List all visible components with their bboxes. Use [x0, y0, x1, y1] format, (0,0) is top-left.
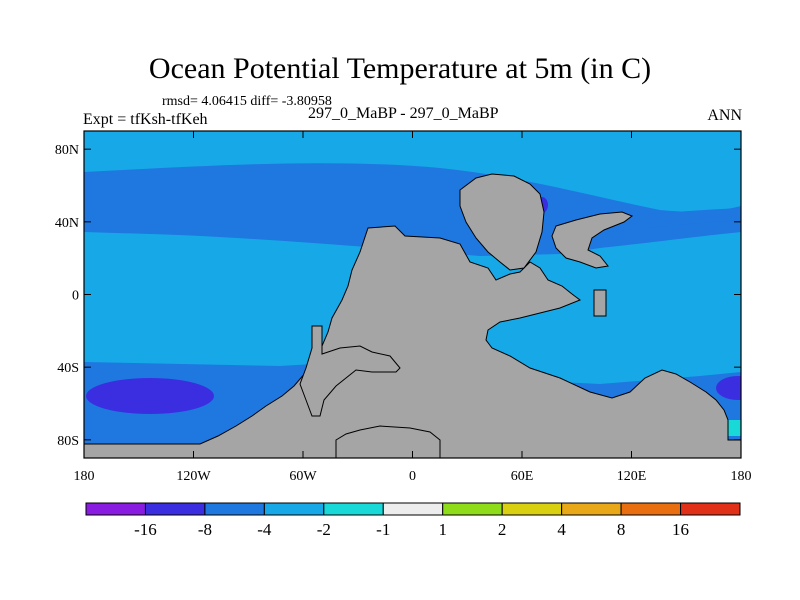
- map-plot-area: [84, 131, 741, 458]
- case-label: 297_0_MaBP - 297_0_MaBP: [308, 105, 499, 122]
- colorbar-swatch: [620, 502, 682, 516]
- y-tick-label: 80N: [55, 143, 79, 158]
- south-indian-cold-core: [716, 376, 741, 400]
- colorbar-label: 4: [557, 520, 566, 539]
- south-pacific-cold-core: [86, 378, 214, 414]
- y-axis: 80N 40N 0 40S 80S: [55, 143, 741, 449]
- season-label: ANN: [707, 107, 742, 124]
- colorbar-label: -1: [376, 520, 390, 539]
- colorbar-label: -16: [134, 520, 157, 539]
- x-tick-label: 180: [731, 469, 752, 484]
- x-tick-label: 0: [409, 469, 416, 484]
- colorbar-swatch: [442, 502, 503, 516]
- northern-landmass: [459, 173, 545, 271]
- small-island-land: [593, 289, 607, 317]
- colorbar-swatch: [382, 502, 444, 516]
- colorbar-label: -2: [317, 520, 331, 539]
- colorbar-swatch: [561, 502, 622, 516]
- experiment-label: Expt = tfKsh-tfKeh: [83, 111, 208, 128]
- antarctic-land: [335, 425, 441, 458]
- y-tick-label: 80S: [57, 434, 79, 449]
- x-tick-label: 120E: [617, 469, 647, 484]
- x-tick-label: 120W: [176, 469, 211, 484]
- colorbar-swatch: [85, 502, 146, 516]
- x-tick-label: 60W: [289, 469, 317, 484]
- east-island-land: [551, 211, 634, 269]
- colorbar-swatch: [501, 502, 563, 516]
- colorbar-label: -8: [198, 520, 212, 539]
- east-cyan-patch: [728, 420, 741, 436]
- y-tick-label: 40S: [57, 361, 79, 376]
- x-axis: 180 120W 60W 0 60E 120E 180: [74, 131, 752, 484]
- colorbar-swatch: [263, 502, 325, 516]
- southern-peninsula-land: [299, 325, 401, 417]
- colorbar-label: -4: [257, 520, 272, 539]
- colorbar-swatch: [144, 502, 206, 516]
- north-warm-patch: [84, 131, 741, 188]
- colorbar-label: 8: [617, 520, 626, 539]
- colorbar-label: 16: [672, 520, 689, 539]
- x-tick-label: 180: [74, 469, 95, 484]
- colorbar-label: 1: [438, 520, 447, 539]
- colorbar-swatch: [204, 502, 265, 516]
- colorbar-swatch: [680, 502, 741, 516]
- y-tick-label: 40N: [55, 216, 79, 231]
- x-tick-label: 60E: [511, 469, 534, 484]
- colorbar-label: 2: [498, 520, 507, 539]
- y-tick-label: 0: [72, 289, 79, 304]
- chart-title: Ocean Potential Temperature at 5m (in C): [148, 52, 652, 85]
- stats-line: rmsd= 4.06415 diff= -3.80958: [162, 94, 332, 109]
- colorbar: -16 -8 -4 -2 -1 1 2 4 8 16: [85, 502, 741, 539]
- colorbar-swatch: [323, 502, 384, 516]
